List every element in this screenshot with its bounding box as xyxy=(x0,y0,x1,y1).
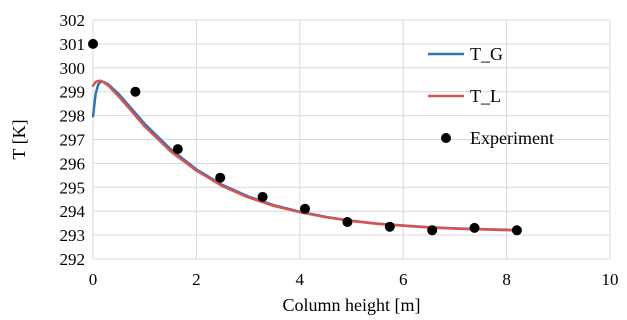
x-axis-title: Column height [m] xyxy=(283,295,421,315)
y-tick-label: 300 xyxy=(60,59,86,78)
x-tick-label: 10 xyxy=(602,270,619,289)
series-layer xyxy=(88,38,522,236)
experiment-point xyxy=(130,86,141,97)
y-tick-label: 292 xyxy=(60,250,86,269)
y-tick-label: 294 xyxy=(60,202,86,221)
y-tick-label: 293 xyxy=(60,226,86,245)
legend-swatch-experiment xyxy=(441,133,451,143)
x-tick-label: 6 xyxy=(399,270,408,289)
gridlines xyxy=(92,19,611,260)
x-tick-label: 4 xyxy=(296,270,305,289)
experiment-point xyxy=(172,144,183,155)
experiment-point xyxy=(88,38,98,49)
y-axis-title: T [K] xyxy=(9,119,29,159)
x-tick-label: 8 xyxy=(502,270,511,289)
tick-labels: 292 293 294 295 296 297 298 299 300 301 302 0 2 4 6 8 10 xyxy=(60,11,619,289)
experiment-point xyxy=(511,225,522,236)
y-tick-label: 296 xyxy=(60,154,86,173)
x-tick-label: 2 xyxy=(192,270,201,289)
legend: T_G T_L Experiment xyxy=(428,44,554,148)
experiment-point xyxy=(427,225,438,236)
experiment-point xyxy=(342,217,353,227)
y-tick-label: 301 xyxy=(60,35,86,54)
y-tick-label: 302 xyxy=(60,11,86,30)
experiment-point xyxy=(300,203,310,214)
experiment-point xyxy=(469,222,480,233)
legend-label-t-g: T_G xyxy=(470,44,503,64)
experiment-point xyxy=(215,172,226,183)
legend-label-t-l: T_L xyxy=(470,86,501,106)
y-tick-label: 297 xyxy=(60,131,86,150)
x-tick-label: 0 xyxy=(89,270,98,289)
y-tick-label: 298 xyxy=(60,107,86,126)
experiment-point xyxy=(257,191,268,202)
y-tick-label: 295 xyxy=(60,178,86,197)
experiment-point xyxy=(384,221,395,232)
y-tick-label: 299 xyxy=(60,83,86,102)
legend-label-experiment: Experiment xyxy=(470,128,554,148)
